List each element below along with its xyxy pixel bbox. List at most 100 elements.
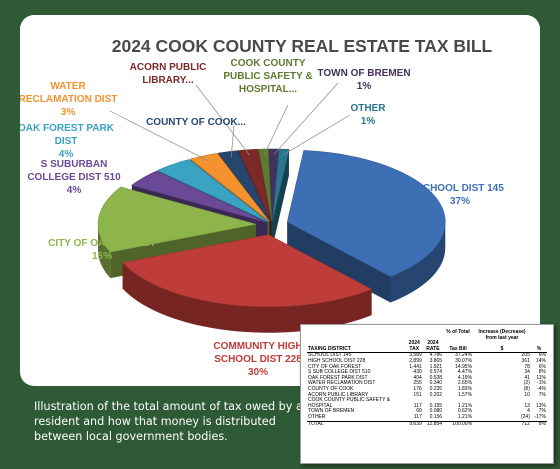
slice-percent-label: 30%	[248, 367, 268, 378]
table-cell: 176	[413, 385, 422, 392]
table-cell: TOTAL	[307, 420, 406, 428]
slice-label: OAK FOREST PARK DIST 4%	[20, 123, 115, 160]
slice-percent-label: 4%	[67, 185, 82, 196]
table-cell: 14.95%	[455, 363, 473, 370]
slice-percent-label: 3%	[61, 107, 76, 118]
table-cell: 8%	[538, 369, 546, 376]
table-row: COUNTY OF COOK 176 0.235 1.83% (8) -4%	[307, 385, 547, 393]
table-cell: (24)	[520, 413, 530, 420]
table-row: S SUB COLLEGE DIST 510 430 0.574 4.47% 34 8%	[307, 370, 547, 376]
pie-slice-top	[237, 148, 272, 222]
table-row: HIGH SCHOOL DIST 228 2,899 3.865 30.07% 361 1…	[307, 357, 547, 365]
table-cell: 0.62%	[457, 408, 473, 415]
table-cell: COUNTY OF COOK	[308, 385, 354, 392]
table-cell: 0.574	[429, 369, 443, 376]
table-header-row: TAXING DISTRICT TAX RATE Tax Bill $%	[307, 346, 547, 354]
table-header-cell: Increase (Decrease)	[478, 329, 526, 335]
table-cell: 1,441	[409, 363, 422, 370]
slice-percent-label: 37%	[450, 196, 470, 207]
table-cell: COOK COUNTY PUBLIC SAFETY &	[308, 397, 391, 404]
table-header-cell: % of Total	[446, 329, 470, 335]
table-cell: 78	[524, 363, 530, 370]
table-cell: 0.538	[429, 374, 443, 381]
leader-line	[273, 82, 339, 156]
table-row: TOTAL 9,639 12.854 100.00% 712 8%	[307, 420, 547, 428]
table-row: TOWN OF BREMEN 60 0.080 0.62% 4 7%	[307, 409, 547, 415]
chart-caption: Illustration of the total amount of tax …	[34, 400, 303, 443]
table-cell: (8)	[523, 385, 530, 392]
table-cell: OTHER	[308, 413, 326, 420]
table-cell: 7%	[538, 408, 546, 415]
table-row: COOK COUNTY PUBLIC SAFETY &	[307, 398, 547, 404]
table-cell: 6%	[538, 363, 546, 370]
table-cell: 6%	[538, 352, 546, 359]
table-cell: 11%	[536, 374, 546, 381]
table-cell: 13%	[535, 402, 546, 409]
table-cell: 4.47%	[457, 369, 473, 376]
table-header-cell: %	[530, 346, 547, 354]
table-cell: HOSPITAL	[308, 402, 333, 409]
table-cell: ACORN PUBLIC LIBRARY	[308, 391, 369, 398]
table-cell: 1.57%	[457, 391, 473, 398]
table-cell: 41	[524, 374, 530, 381]
table-cell: 117	[413, 402, 422, 409]
table-cell: -17%	[534, 413, 546, 420]
table-cell: 14%	[535, 357, 546, 364]
table-cell: S SUB COLLEGE DIST 510	[308, 369, 371, 376]
chart-title: 2024 COOK COUNTY REAL ESTATE TAX BILL	[112, 36, 493, 56]
table-cell: 2,899	[409, 357, 422, 364]
table-cell: 361	[521, 357, 530, 364]
pie-slice	[122, 234, 373, 333]
table-cell: 404	[413, 374, 422, 381]
pie-slice-top	[286, 150, 446, 277]
table-cell: OAK FOREST PARK DIST	[308, 374, 368, 381]
table-cell: 8%	[530, 420, 547, 428]
slice-label: ACORN PUBLIC LIBRARY...	[130, 62, 207, 86]
slice-percent-label: 1%	[361, 116, 376, 127]
table-cell: 0.340	[429, 380, 443, 387]
table-cell: 4.786	[429, 352, 443, 359]
tax-table-inset: % of Total Increase (Decrease) from last y…	[300, 324, 554, 464]
slice-label: COOK COUNTY PUBLIC SAFETY & HOSPITAL...	[223, 58, 312, 95]
pie-slice-top	[189, 153, 270, 222]
pie-slice-top	[156, 159, 269, 223]
table-cell: 0.235	[429, 385, 443, 392]
tax-table: % of Total Increase (Decrease) from last y…	[307, 329, 547, 428]
table-row: WATER RECLAMATION DIST 255 0.340 2.65% (2) -1…	[307, 381, 547, 387]
table-cell: 4	[527, 408, 530, 415]
table-cell: 13	[524, 402, 530, 409]
slice-percent-label: 4%	[59, 149, 74, 160]
table-cell: 10	[524, 391, 530, 398]
pie-chart: 2024 COOK COUNTY REAL ESTATE TAX BILL SC…	[20, 36, 504, 378]
table-row: CITY OF OAK FOREST 1,441 1.921 14.95% 78 6%	[307, 363, 547, 371]
slice-label: TOWN OF BREMEN 1%	[317, 68, 410, 92]
pie-slice-top	[131, 170, 268, 223]
table-cell: 3.865	[429, 357, 443, 364]
table-header-cell: TAX	[405, 346, 423, 354]
pie-slice-rim	[390, 222, 446, 303]
table-row: OAK FOREST PARK DIST 404 0.538 4.19% 41 11%	[307, 374, 547, 382]
table-header-row: from last year	[307, 335, 547, 342]
slice-label: CITY OF OAK FOREST 15%	[48, 238, 156, 262]
slice-label: SCHOOL DIST 145 37%	[416, 183, 504, 207]
table-cell: 100.00%	[443, 420, 474, 428]
pie-slice-top	[258, 148, 272, 222]
table-cell: 1.921	[429, 363, 443, 370]
table-row: OTHER 117 0.156 1.21% (24) -17%	[307, 413, 547, 421]
table-cell: -4%	[537, 385, 546, 392]
table-cell: 151	[413, 391, 422, 398]
table-cell: 712	[473, 420, 531, 428]
table-cell: 4.19%	[457, 374, 473, 381]
table-header-cell: 2024	[427, 340, 439, 347]
slice-label: S SUBURBAN COLLEGE DIST 510 4%	[27, 159, 121, 196]
table-cell: 3,589	[409, 352, 422, 359]
table-cell: 0.155	[429, 402, 443, 409]
pie-slice-rim	[98, 224, 111, 279]
table-cell: HIGH SCHOOL DIST 228	[308, 357, 366, 364]
pie-slice	[286, 150, 446, 303]
slice-percent-label: 15%	[92, 251, 112, 262]
table-cell: (2)	[523, 380, 530, 387]
table-cell: 205	[521, 352, 530, 359]
pie-slice-top	[122, 234, 373, 308]
